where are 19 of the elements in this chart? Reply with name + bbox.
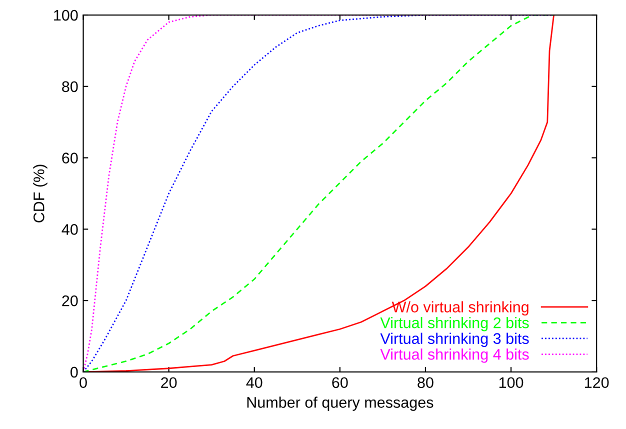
y-tick-label: 20	[62, 295, 78, 306]
x-tick-label: 40	[246, 377, 262, 388]
legend-label: Virtual shrinking 4 bits	[380, 348, 529, 363]
x-tick-label: 100	[499, 377, 524, 388]
legend-label: Virtual shrinking 3 bits	[380, 332, 529, 348]
x-tick-label: 20	[161, 377, 177, 388]
y-tick-label: 40	[62, 224, 78, 235]
y-tick-label: 60	[62, 152, 78, 164]
x-tick-label: 60	[332, 377, 348, 388]
x-tick-label: 0	[80, 377, 87, 388]
y-tick-label: 0	[70, 366, 78, 378]
y-axis-title: CDF (%)	[33, 164, 48, 222]
y-tick-label: 80	[62, 81, 78, 92]
legend-label: W/o virtual shrinking	[392, 301, 528, 316]
y-tick-label: 100	[54, 10, 78, 21]
legend-label: Virtual shrinking 2 bits	[380, 316, 529, 332]
x-tick-label: 80	[418, 377, 434, 388]
x-axis-title: Number of query messages	[247, 396, 434, 411]
x-tick-label: 120	[585, 377, 609, 388]
